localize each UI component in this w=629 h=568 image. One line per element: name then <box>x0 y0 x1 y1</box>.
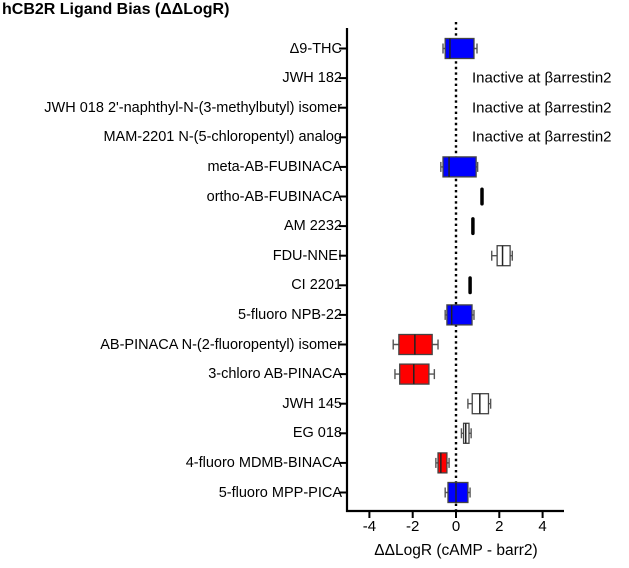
category-label: meta-AB-FUBINACA <box>207 158 342 175</box>
inactive-annotation: Inactive at βarrestin2 <box>472 99 612 117</box>
category-label: EG 018 <box>292 425 342 442</box>
box-plot <box>435 452 450 474</box>
box-plot <box>460 422 472 444</box>
x-tick-label: -2 <box>406 518 420 535</box>
box <box>468 276 472 295</box>
box <box>444 37 475 60</box>
box <box>437 452 448 474</box>
category-label: 5-fluoro MPP-PICA <box>218 484 342 501</box>
category-label: JWH 182 <box>282 70 342 87</box>
category-label: 5-fluoro NPB-22 <box>238 306 342 323</box>
box-plot <box>491 245 513 267</box>
axes <box>339 22 564 518</box>
box-plot <box>444 304 475 326</box>
box-plot <box>392 333 439 356</box>
box-plot <box>444 481 471 504</box>
chart-title: hCB2R Ligand Bias (ΔΔLogR) <box>2 1 230 18</box>
x-tick-label: 4 <box>538 518 547 535</box>
category-label: ortho-AB-FUBINACA <box>206 188 342 205</box>
boxes <box>392 37 513 504</box>
box <box>447 481 469 504</box>
box <box>471 217 475 236</box>
box <box>446 304 473 326</box>
category-label: FDU-NNEI <box>272 247 342 264</box>
box-plot <box>471 217 475 236</box>
category-label: CI 2201 <box>291 277 342 294</box>
x-tick-label: -4 <box>362 518 377 535</box>
category-label: AM 2232 <box>283 218 342 235</box>
box-plot <box>440 156 479 178</box>
category-label: 4-fluoro MDMB-BINACA <box>185 454 342 471</box>
category-label: AB-PINACA N-(2-fluoropentyl) isomer <box>100 336 342 353</box>
x-axis-label: ΔΔLogR (cAMP - barr2) <box>374 542 538 559</box>
x-tick-label: 2 <box>495 518 504 535</box>
box <box>496 245 511 267</box>
category-label: Δ9-THC <box>289 40 342 57</box>
box-plot <box>467 393 492 415</box>
box-plot <box>468 276 472 295</box>
category-label: JWH 145 <box>282 395 342 412</box>
box <box>480 187 484 206</box>
inactive-annotation: Inactive at βarrestin2 <box>472 69 612 87</box>
category-label: MAM-2201 N-(5-chloropentyl) analog <box>103 129 342 146</box>
category-label: 3-chloro AB-PINACA <box>208 366 342 383</box>
box-plot <box>394 363 436 385</box>
x-tick-label: 0 <box>451 518 461 535</box>
category-label: JWH 018 2'-naphthyl-N-(3-methylbutyl) is… <box>44 99 342 116</box>
box-plot <box>480 187 484 206</box>
box-plot <box>442 37 478 60</box>
box <box>442 156 477 178</box>
inactive-annotation: Inactive at βarrestin2 <box>472 128 612 146</box>
